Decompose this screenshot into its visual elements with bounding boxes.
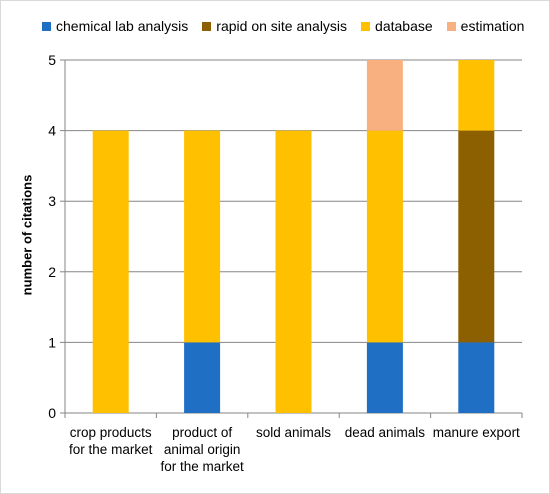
x-tick-label-line: for the market <box>69 442 153 457</box>
x-tick-label: sold animals <box>248 424 340 441</box>
bar-chemical-lab-analysis <box>458 342 495 413</box>
x-tick-label-line: dead animals <box>344 425 426 440</box>
legend-label: chemical lab analysis <box>56 18 189 34</box>
legend-item-database: database <box>361 18 433 34</box>
bar-estimation <box>366 60 403 131</box>
y-tick-label: 1 <box>48 334 56 350</box>
x-tick-label-line: crop products <box>69 425 152 440</box>
y-tick-label: 2 <box>48 264 56 280</box>
bar-database <box>92 130 129 413</box>
legend-label: estimation <box>460 18 525 34</box>
x-tick-label-line: sold animals <box>255 425 332 440</box>
y-tick-label: 4 <box>48 123 56 139</box>
bar-database <box>458 60 495 131</box>
bar-database <box>366 130 403 343</box>
x-tick-label: crop products for the market <box>65 424 157 458</box>
legend-label: rapid on site analysis <box>216 18 348 34</box>
legend: chemical lab analysis rapid on site anal… <box>42 18 524 34</box>
x-tick-label-line: animal origin <box>163 442 241 457</box>
bar-chemical-lab-analysis <box>366 342 403 413</box>
legend-item-rapid-on-site-analysis: rapid on site analysis <box>202 18 347 34</box>
y-tick-label: 3 <box>48 193 56 209</box>
bar-rapid-on-site-analysis <box>458 130 495 343</box>
x-tick-label: manure export <box>430 424 522 441</box>
legend-item-chemical-lab-analysis: chemical lab analysis <box>42 18 188 34</box>
x-tick-label: dead animals <box>339 424 431 441</box>
y-tick-label: 5 <box>48 52 56 68</box>
legend-swatch <box>42 21 51 31</box>
legend-swatch <box>446 21 456 31</box>
x-tick-label: product of animal origin for the market <box>156 424 248 475</box>
x-tick-label-line: for the market <box>160 459 244 474</box>
legend-label: database <box>375 18 433 34</box>
x-tick-label-line: manure export <box>432 425 520 440</box>
bar-database <box>275 130 312 413</box>
legend-swatch <box>361 21 371 31</box>
x-tick-label-line: product of <box>172 425 233 440</box>
y-tick-label: 0 <box>48 405 56 421</box>
legend-item-estimation: estimation <box>446 18 525 34</box>
legend-swatch <box>202 21 212 31</box>
bar-chemical-lab-analysis <box>184 342 221 413</box>
bar-database <box>184 130 221 343</box>
